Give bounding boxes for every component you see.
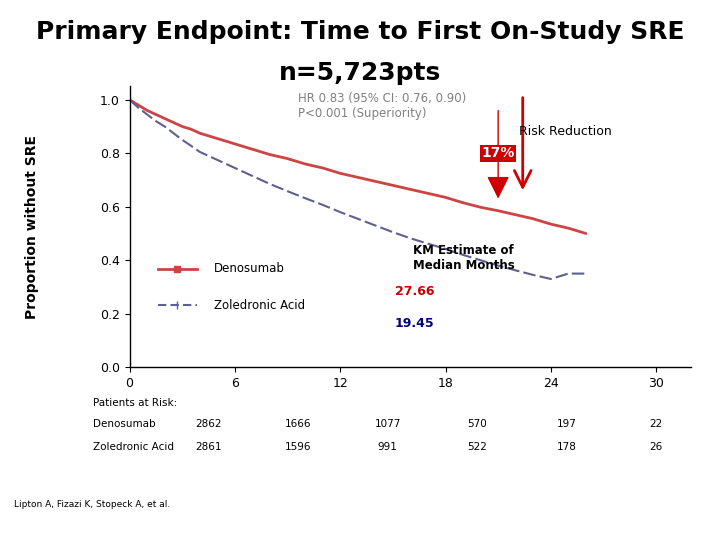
Text: 22: 22 bbox=[649, 419, 663, 429]
Text: HR 0.83 (95% CI: 0.76, 0.90)
P<0.001 (Superiority): HR 0.83 (95% CI: 0.76, 0.90) P<0.001 (Su… bbox=[298, 92, 467, 120]
Text: 522: 522 bbox=[467, 442, 487, 452]
Text: 570: 570 bbox=[467, 419, 487, 429]
Text: KM Estimate of
Median Months: KM Estimate of Median Months bbox=[413, 245, 515, 273]
Text: Lipton A, Fizazi K, Stopeck A, et al.: Lipton A, Fizazi K, Stopeck A, et al. bbox=[14, 500, 174, 509]
Text: 178: 178 bbox=[557, 442, 577, 452]
Text: 1077: 1077 bbox=[374, 419, 401, 429]
Text: Risk Reduction: Risk Reduction bbox=[519, 125, 612, 138]
Text: 2861: 2861 bbox=[196, 442, 222, 452]
Text: Proportion without SRE: Proportion without SRE bbox=[25, 135, 40, 319]
Text: 2862: 2862 bbox=[196, 419, 222, 429]
Text: 197: 197 bbox=[557, 419, 577, 429]
Text: Zoledronic Acid: Zoledronic Acid bbox=[214, 299, 305, 312]
Text: Denosumab: Denosumab bbox=[214, 262, 284, 275]
Text: Zoledronic Acid: Zoledronic Acid bbox=[92, 442, 174, 452]
Text: 17%: 17% bbox=[482, 146, 515, 160]
Text: Patients at Risk:: Patients at Risk: bbox=[92, 398, 177, 408]
Text: Primary Endpoint: Time to First On-Study SRE: Primary Endpoint: Time to First On-Study… bbox=[36, 20, 684, 44]
Text: 991: 991 bbox=[378, 442, 397, 452]
Text: 26: 26 bbox=[649, 442, 663, 452]
Text: Denosumab: Denosumab bbox=[92, 419, 155, 429]
Text: 27.66: 27.66 bbox=[395, 285, 434, 298]
Text: 19.45: 19.45 bbox=[395, 317, 434, 330]
Text: 1596: 1596 bbox=[285, 442, 312, 452]
Text: n=5,723pts: n=5,723pts bbox=[279, 60, 441, 85]
Text: 1666: 1666 bbox=[285, 419, 312, 429]
